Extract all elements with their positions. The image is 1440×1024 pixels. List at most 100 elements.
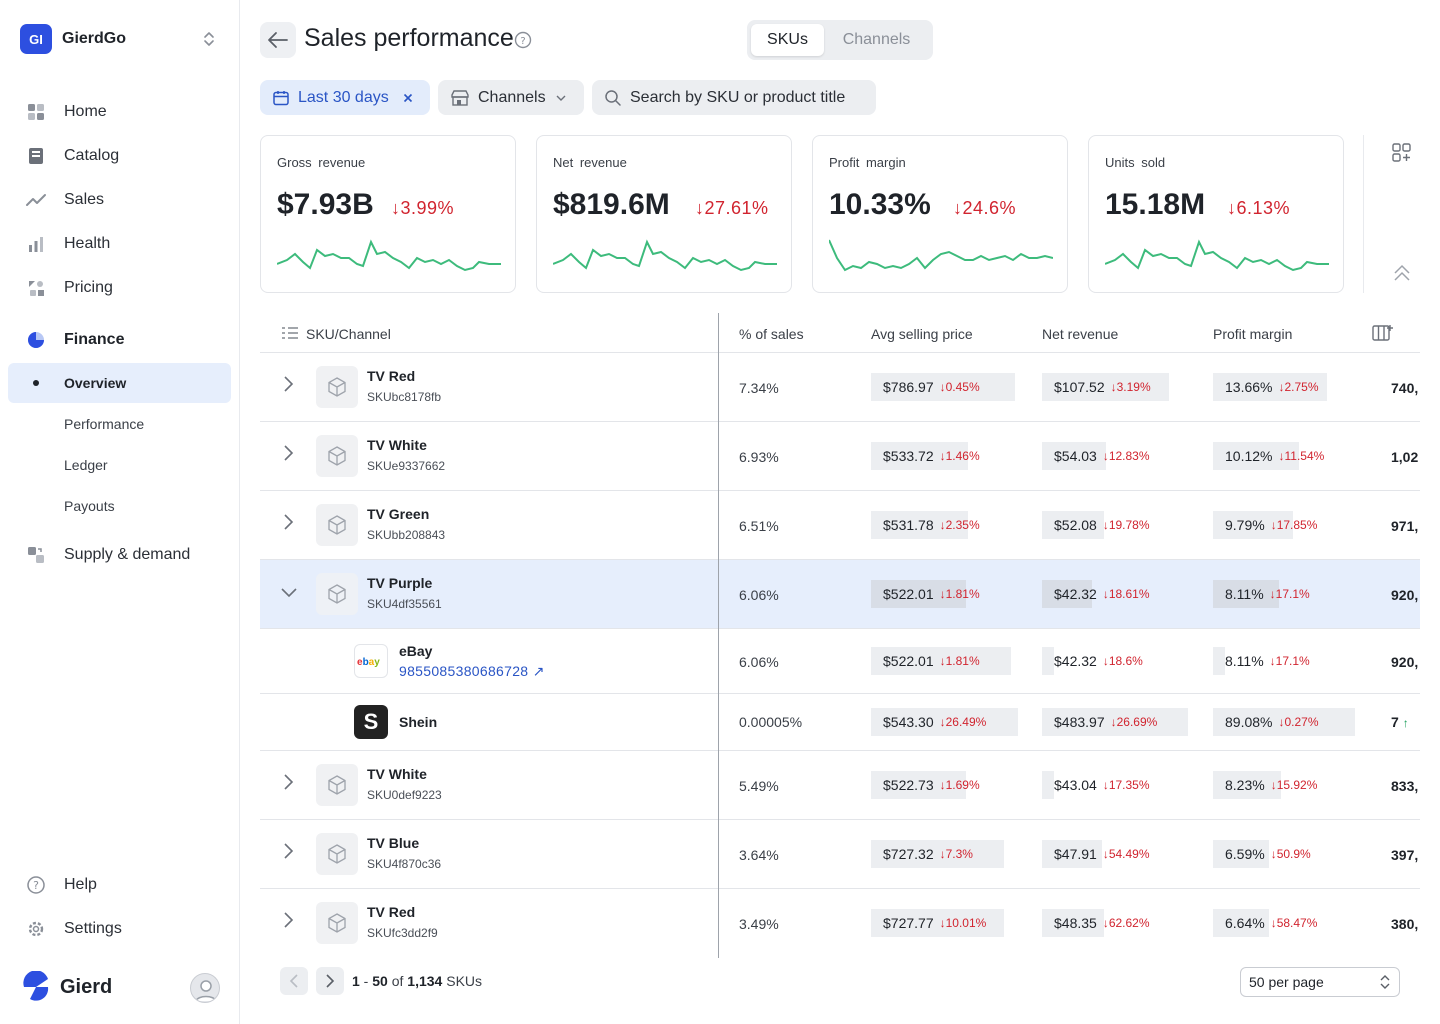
- date-filter-chip[interactable]: Last 30 days: [260, 80, 430, 115]
- avatar[interactable]: [190, 973, 220, 1003]
- view-toggle: SKUs Channels: [747, 20, 933, 60]
- sidebar-item-health[interactable]: Health: [24, 224, 110, 264]
- channel-name: Shein: [399, 714, 438, 730]
- asp-cell: $522.73 ↓1.69%: [871, 771, 980, 799]
- kpi-value: 15.18M: [1105, 188, 1206, 221]
- net-cell: $54.03 ↓12.83%: [1042, 442, 1150, 470]
- chevron-right-icon[interactable]: [282, 513, 296, 531]
- kpi-label: Units sold: [1105, 155, 1166, 170]
- collapse-up-icon[interactable]: [1393, 264, 1411, 282]
- per-page-select[interactable]: 50 per page: [1240, 967, 1400, 997]
- product-name[interactable]: TV Green: [367, 506, 430, 522]
- product-thumbnail: [316, 902, 358, 944]
- sidebar-subitem-overview-label[interactable]: Overview: [64, 375, 127, 391]
- table-row[interactable]: TV White SKU0def9223 5.49% $522.73 ↓1.69%…: [260, 751, 1420, 820]
- sidebar-item-catalog[interactable]: Catalog: [24, 136, 119, 176]
- chevron-right-icon[interactable]: [282, 842, 296, 860]
- channel-row[interactable]: ebay eBay 9855085380686728 ↗ 6.06% $522.…: [260, 629, 1420, 694]
- product-name[interactable]: TV White: [367, 437, 427, 453]
- channel-name: eBay: [399, 643, 433, 659]
- chevron-right-icon[interactable]: [282, 444, 296, 462]
- col-asp[interactable]: Avg selling price: [871, 326, 973, 342]
- sidebar-subitem-performance[interactable]: Performance: [64, 416, 145, 432]
- sparkline: [1105, 239, 1329, 272]
- listing-link[interactable]: 9855085380686728 ↗: [399, 663, 545, 679]
- product-name[interactable]: TV Red: [367, 904, 416, 920]
- box-icon: [328, 844, 346, 864]
- units-cell: 920,: [1391, 654, 1419, 670]
- sidebar-item-sales[interactable]: Sales: [24, 180, 104, 220]
- chevron-right-icon[interactable]: [282, 375, 296, 393]
- workspace-switcher[interactable]: GI GierdGo: [20, 24, 220, 54]
- product-name[interactable]: TV White: [367, 766, 427, 782]
- sidebar-item-finance[interactable]: Finance: [24, 320, 124, 360]
- frozen-column-divider: [718, 313, 719, 958]
- prev-page-button[interactable]: [280, 967, 308, 995]
- asp-cell: $543.30 ↓26.49%: [871, 708, 1018, 736]
- external-link-icon: ↗: [532, 663, 545, 679]
- net-cell: $48.35 ↓62.62%: [1042, 909, 1150, 937]
- product-sku: SKUfc3dd2f9: [367, 926, 438, 940]
- product-sku: SKU0def9223: [367, 788, 442, 802]
- search-placeholder: Search by SKU or product title: [630, 88, 846, 106]
- table-row-expanded[interactable]: TV Purple SKU4df35561 6.06% $522.01 ↓1.81…: [260, 560, 1420, 629]
- next-page-button[interactable]: [316, 967, 344, 995]
- search-input[interactable]: Search by SKU or product title: [592, 80, 876, 115]
- sidebar-item-settings[interactable]: Settings: [24, 909, 122, 949]
- net-cell: $483.97 ↓26.69%: [1042, 708, 1188, 736]
- tab-skus[interactable]: SKUs: [751, 24, 824, 56]
- asp-cell: $522.01 ↓1.81%: [871, 647, 1011, 675]
- trend-line-icon: [24, 188, 48, 212]
- table-row[interactable]: TV White SKUe9337662 6.93% $533.72 ↓1.46%…: [260, 422, 1420, 491]
- svg-text:?: ?: [520, 36, 525, 47]
- kpi-delta: ↓27.61%: [695, 198, 769, 218]
- sidebar-subitem-payouts[interactable]: Payouts: [64, 498, 115, 514]
- net-cell: $107.52 ↓3.19%: [1042, 373, 1169, 401]
- chevron-down-icon[interactable]: [280, 586, 298, 600]
- product-name[interactable]: TV Red: [367, 368, 416, 384]
- add-widget-icon[interactable]: [1392, 142, 1412, 164]
- col-margin[interactable]: Profit margin: [1213, 326, 1293, 342]
- sidebar-item-home[interactable]: Home: [24, 92, 107, 132]
- help-circle-icon[interactable]: ?: [514, 31, 532, 49]
- sidebar-item-pricing[interactable]: Pricing: [24, 268, 113, 308]
- table-row[interactable]: TV Red SKUbc8178fb 7.34% $786.97 ↓0.45% $…: [260, 353, 1420, 422]
- col-pct[interactable]: % of sales: [739, 326, 804, 342]
- list-filter-icon[interactable]: [281, 326, 299, 340]
- box-icon: [328, 775, 346, 795]
- product-sku: SKU4df35561: [367, 597, 442, 611]
- kpi-value: $7.93B: [277, 188, 374, 221]
- col-sku[interactable]: SKU/Channel: [306, 326, 391, 342]
- channel-row[interactable]: S Shein 0.00005% $543.30 ↓26.49% $483.97 ↓…: [260, 694, 1420, 751]
- box-icon: [328, 913, 346, 933]
- tab-channels[interactable]: Channels: [842, 31, 911, 48]
- channels-filter-label: Channels: [478, 88, 546, 106]
- sidebar-subitem-ledger[interactable]: Ledger: [64, 457, 108, 473]
- book-icon: [24, 144, 48, 168]
- product-name[interactable]: TV Purple: [367, 575, 433, 591]
- units-cell: 1,02: [1391, 449, 1419, 465]
- table-row[interactable]: TV Blue SKU4f870c36 3.64% $727.32 ↓7.3% $…: [260, 820, 1420, 889]
- box-icon: [328, 515, 346, 535]
- table-row[interactable]: TV Red SKUfc3dd2f9 3.49% $727.77 ↓10.01% …: [260, 889, 1420, 958]
- chevron-right-icon[interactable]: [282, 773, 296, 791]
- close-icon[interactable]: [403, 93, 413, 103]
- kpi-delta: ↓3.99%: [391, 198, 455, 218]
- product-name[interactable]: TV Blue: [367, 835, 420, 851]
- box-icon: [328, 584, 346, 604]
- sidebar-item-label: Home: [64, 103, 107, 120]
- sidebar-item-label: Help: [64, 876, 97, 893]
- table-row[interactable]: TV Green SKUbb208843 6.51% $531.78 ↓2.35%…: [260, 491, 1420, 560]
- search-icon: [604, 89, 622, 107]
- back-button[interactable]: [260, 22, 296, 58]
- pie-chart-icon: [24, 328, 48, 352]
- col-net[interactable]: Net revenue: [1042, 326, 1119, 342]
- sidebar-item-supply-demand[interactable]: Supply & demand: [24, 535, 190, 575]
- columns-settings-icon[interactable]: [1372, 324, 1394, 342]
- sidebar-item-help[interactable]: ? Help: [24, 865, 97, 905]
- channels-filter[interactable]: Channels: [438, 80, 584, 115]
- units-cell: 833,: [1391, 778, 1419, 794]
- sidebar-subitem-overview[interactable]: [8, 363, 231, 403]
- workspace-badge: GI: [20, 24, 52, 54]
- chevron-right-icon[interactable]: [282, 911, 296, 929]
